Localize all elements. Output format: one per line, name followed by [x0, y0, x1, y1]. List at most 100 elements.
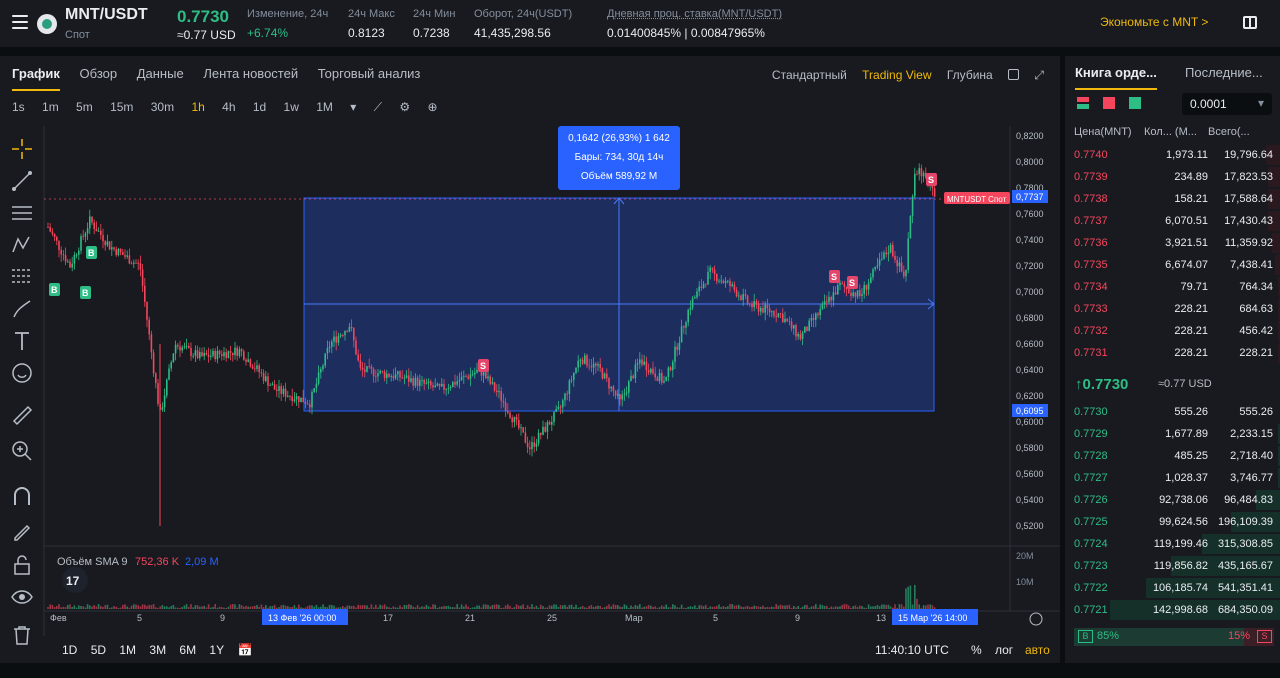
range-1d[interactable]: 1D	[62, 643, 78, 657]
range-6m[interactable]: 6M	[179, 643, 197, 657]
volume-bar	[810, 606, 813, 609]
orderbook-row[interactable]: 0.7728 485.25 2,718.40	[1065, 445, 1280, 467]
candle-body	[500, 391, 502, 401]
orderbook-row[interactable]: 0.7730 555.26 555.26	[1065, 401, 1280, 423]
chart-settings-icon[interactable]: ⚙	[399, 100, 411, 114]
tf-1d[interactable]: 1d	[252, 100, 267, 114]
orderbook-row[interactable]: 0.7736 3,921.51 11,359.92	[1065, 232, 1280, 254]
add-icon[interactable]: ⊕	[427, 100, 438, 114]
orderbook-row[interactable]: 0.7724 119,199.46 315,308.85	[1065, 533, 1280, 555]
tab-data[interactable]: Данные	[136, 66, 184, 81]
candle-body	[590, 366, 593, 368]
range-1m[interactable]: 1M	[119, 643, 137, 657]
eye-icon[interactable]	[11, 586, 33, 608]
view-standard[interactable]: Стандартный	[771, 68, 847, 82]
orderbook-row[interactable]: 0.7721 142,998.68 684,350.09	[1065, 599, 1280, 621]
tf-dropdown-icon[interactable]: ▾	[350, 100, 357, 114]
checkbox-icon[interactable]	[1008, 69, 1020, 80]
lock-icon[interactable]	[11, 554, 33, 576]
brush-icon[interactable]	[11, 298, 33, 320]
volume-bar	[705, 604, 707, 609]
range-1y[interactable]: 1Y	[209, 643, 225, 657]
percent-scale-button[interactable]: %	[971, 643, 982, 657]
stat-interest-rate[interactable]: Дневная проц. ставка(MNT/USDT) 0.0140084…	[607, 8, 782, 40]
orderbook-row[interactable]: 0.7723 119,856.82 435,165.67	[1065, 555, 1280, 577]
view-depth[interactable]: Глубина	[946, 68, 993, 82]
book-view-icons[interactable]	[1075, 96, 1170, 110]
tf-1h[interactable]: 1h	[191, 100, 205, 114]
expand-icon[interactable]: ⤢	[1034, 68, 1044, 82]
calendar-icon[interactable]: 📅	[237, 643, 253, 657]
trash-icon[interactable]	[11, 624, 33, 646]
volume-bar	[71, 607, 73, 609]
pencil-lock-icon[interactable]	[11, 520, 33, 542]
tab-recent-trades[interactable]: Последние...	[1185, 65, 1263, 80]
tf-1w[interactable]: 1w	[283, 100, 299, 114]
tab-trading-analysis[interactable]: Торговый анализ	[317, 66, 421, 81]
tf-15m[interactable]: 15m	[110, 100, 134, 114]
orderbook-row[interactable]: 0.7734 79.71 764.34	[1065, 276, 1280, 298]
zoom-icon[interactable]	[11, 440, 33, 462]
log-scale-button[interactable]: лог	[995, 643, 1014, 657]
magnet-icon[interactable]	[11, 486, 33, 508]
orderbook-row[interactable]: 0.7737 6,070.51 17,430.43	[1065, 210, 1280, 232]
orderbook-row[interactable]: 0.7729 1,677.89 2,233.15	[1065, 423, 1280, 445]
menu-icon[interactable]	[12, 15, 28, 31]
pair-title[interactable]: MNT/USDT	[65, 6, 148, 23]
orderbook-row[interactable]: 0.7732 228.21 456.42	[1065, 320, 1280, 342]
orderbook-row[interactable]: 0.7722 106,185.74 541,351.41	[1065, 577, 1280, 599]
orderbook-row[interactable]: 0.7733 228.21 684.63	[1065, 298, 1280, 320]
crosshair-icon[interactable]	[11, 138, 33, 160]
price-chart[interactable]: 0,8200 0,8000 0,7800 0,7600 0,7400 0,7200 0,70…	[0, 56, 1060, 636]
tab-news[interactable]: Лента новостей	[203, 66, 299, 81]
tf-1M[interactable]: 1M	[316, 100, 333, 114]
layout-icon[interactable]	[1243, 16, 1257, 29]
scale-settings-icon[interactable]	[1029, 612, 1043, 626]
orderbook-row[interactable]: 0.7739 234.89 17,823.53	[1065, 166, 1280, 188]
orderbook-row[interactable]: 0.7726 92,738.06 96,484.83	[1065, 489, 1280, 511]
ruler-icon[interactable]	[11, 404, 33, 426]
volume-bar	[190, 604, 192, 609]
volume-bar	[782, 605, 784, 609]
candle-body	[744, 294, 747, 296]
range-3m[interactable]: 3M	[149, 643, 167, 657]
save-with-mnt-link[interactable]: Экономьте с MNT >	[1100, 15, 1209, 29]
candle-body	[584, 355, 586, 364]
utc-clock[interactable]: 11:40:10 UTC	[875, 643, 949, 657]
tf-4h[interactable]: 4h	[222, 100, 236, 114]
orderbook-row[interactable]: 0.7727 1,028.37 3,746.77	[1065, 467, 1280, 489]
range-5d[interactable]: 5D	[90, 643, 107, 657]
indicators-icon[interactable]: ⟋	[373, 100, 383, 114]
channel-icon[interactable]	[11, 202, 33, 224]
tf-5m[interactable]: 5m	[76, 100, 93, 114]
volume-bar	[322, 604, 324, 609]
tab-overview[interactable]: Обзор	[79, 66, 118, 81]
trendline-icon[interactable]	[11, 170, 33, 192]
row-total: 19,796.64	[1224, 149, 1273, 161]
pattern-icon[interactable]	[11, 234, 33, 256]
svg-text:B: B	[82, 288, 89, 298]
tab-chart[interactable]: График	[12, 66, 60, 91]
view-modes: Стандартный Trading View Глубина ⤢	[760, 68, 1044, 83]
tf-1m[interactable]: 1m	[42, 100, 59, 114]
volume-bar	[920, 607, 923, 609]
precision-select[interactable]: 0.0001	[1182, 93, 1272, 115]
tf-1s[interactable]: 1s	[12, 100, 25, 114]
tab-order-book[interactable]: Книга орде...	[1075, 65, 1157, 90]
orderbook-row[interactable]: 0.7731 228.21 228.21	[1065, 342, 1280, 364]
view-tradingview[interactable]: Trading View	[862, 68, 932, 82]
text-icon[interactable]	[11, 330, 33, 352]
tf-30m[interactable]: 30m	[150, 100, 175, 114]
volume-bar	[254, 605, 256, 609]
row-amount: 228.21	[1174, 347, 1208, 359]
fib-icon[interactable]	[11, 266, 33, 288]
auto-scale-button[interactable]: авто	[1025, 643, 1050, 657]
volume-bar	[137, 605, 139, 609]
orderbook-row[interactable]: 0.7735 6,674.07 7,438.41	[1065, 254, 1280, 276]
orderbook-row[interactable]: 0.7738 158.21 17,588.64	[1065, 188, 1280, 210]
orderbook-row[interactable]: 0.7740 1,973.11 19,796.64	[1065, 144, 1280, 166]
candle-body	[696, 291, 698, 298]
candle-body	[401, 377, 403, 379]
orderbook-row[interactable]: 0.7725 99,624.56 196,109.39	[1065, 511, 1280, 533]
emoji-icon[interactable]	[11, 362, 33, 384]
